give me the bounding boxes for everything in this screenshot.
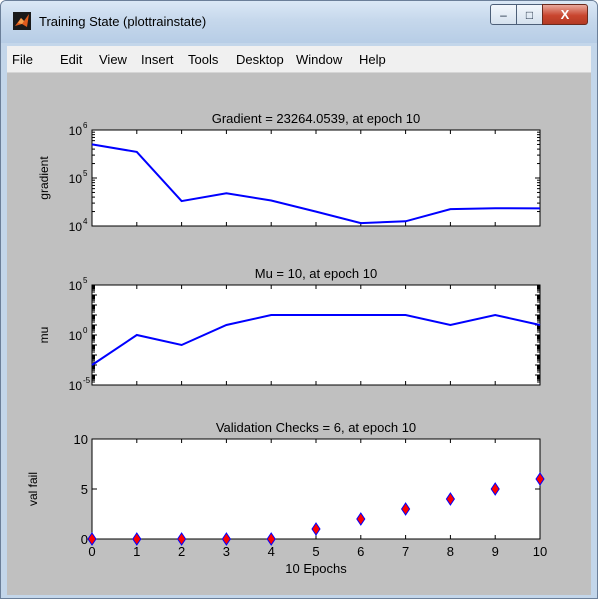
plot-2-series-line — [91, 313, 541, 366]
val-fail-marker — [445, 492, 456, 506]
val-fail-marker — [311, 522, 321, 536]
plot-3-xlabel: 10 Epochs — [285, 561, 347, 576]
plot-3-xtick-label: 6 — [357, 544, 364, 559]
plot-2-axes — [91, 284, 541, 386]
plot-3-ytick-label: 5 — [81, 482, 88, 497]
plot-1-ytick-exponent: 6 — [83, 121, 88, 130]
menu-help[interactable]: Help — [359, 52, 386, 67]
menu-desktop[interactable]: Desktop — [236, 52, 284, 67]
plot-3-xtick-label: 2 — [178, 544, 185, 559]
plot-3-xtick-label: 7 — [402, 544, 409, 559]
plot-2-ytick-exponent: 5 — [83, 276, 88, 285]
plot-2-ylabel: mu — [37, 327, 51, 344]
minimize-button[interactable]: – — [490, 4, 517, 25]
plot-3-ytick-label: 0 — [81, 532, 88, 547]
val-fail-marker — [176, 532, 187, 546]
val-fail-marker — [266, 532, 276, 546]
val-fail-marker — [400, 502, 411, 516]
plot-2-ytick-exponent: 0 — [83, 326, 88, 335]
plot-3-xtick-label: 3 — [223, 544, 230, 559]
menu-window[interactable]: Window — [296, 52, 343, 67]
plot-1-ytick-exponent: 5 — [83, 169, 88, 178]
val-fail-marker — [221, 532, 232, 546]
title-bar[interactable]: Training State (plottrainstate) – □ X — [1, 1, 597, 43]
plot-3-xtick-label: 0 — [88, 544, 95, 559]
plot-2-ytick-label: 10 — [69, 279, 83, 293]
plot-3-ylabel: val fail — [26, 472, 40, 506]
window-title: Training State (plottrainstate) — [39, 14, 207, 29]
val-fail-marker — [87, 532, 97, 546]
menu-edit[interactable]: Edit — [60, 52, 83, 67]
val-fail-marker — [535, 472, 545, 486]
plot-1-title: Gradient = 23264.0539, at epoch 10 — [212, 111, 421, 126]
menu-view[interactable]: View — [99, 52, 127, 67]
close-button[interactable]: X — [542, 4, 588, 25]
plot-1-ytick-label: 10 — [69, 220, 83, 234]
val-fail-marker — [132, 532, 142, 546]
plot-1-ytick-label: 10 — [69, 124, 83, 138]
val-fail-marker — [490, 482, 500, 496]
plot-3-title: Validation Checks = 6, at epoch 10 — [216, 420, 416, 435]
maximize-button[interactable]: □ — [516, 4, 543, 25]
plot-3-xtick-label: 5 — [312, 544, 319, 559]
plot-1-axes — [91, 129, 541, 227]
plot-3-xtick-label: 8 — [447, 544, 454, 559]
close-icon: X — [560, 7, 570, 22]
plot-3-xtick-label: 4 — [268, 544, 275, 559]
plot-2-title: Mu = 10, at epoch 10 — [255, 266, 378, 281]
menu-bar: File Edit View Insert Tools Desktop Wind… — [7, 46, 591, 110]
plot-2-ytick-label: 10 — [69, 329, 83, 343]
plot-1-series-line — [91, 143, 541, 225]
plot-2-ytick-label: 10 — [69, 379, 83, 393]
plot-1-ylabel: gradient — [37, 156, 51, 200]
plot-1-ytick-exponent: 4 — [83, 217, 88, 226]
menu-file[interactable]: File — [12, 52, 33, 67]
plot-1-ytick-label: 10 — [69, 172, 83, 186]
plot-3-xtick-label: 10 — [533, 544, 547, 559]
plot-3-ytick-label: 10 — [74, 432, 88, 447]
matlab-logo-icon — [13, 12, 31, 30]
val-fail-marker — [356, 512, 366, 526]
minimize-icon: – — [500, 7, 507, 22]
figure-area: Gradient = 23264.0539, at epoch 10 10 4 10 5… — [7, 73, 591, 595]
plot-2-ytick-exponent: -5 — [83, 376, 91, 385]
menu-tools[interactable]: Tools — [188, 52, 219, 67]
menu-insert[interactable]: Insert — [141, 52, 174, 67]
plot-3-xtick-label: 9 — [492, 544, 499, 559]
plot-3-xtick-label: 1 — [133, 544, 140, 559]
maximize-icon: □ — [525, 7, 534, 22]
